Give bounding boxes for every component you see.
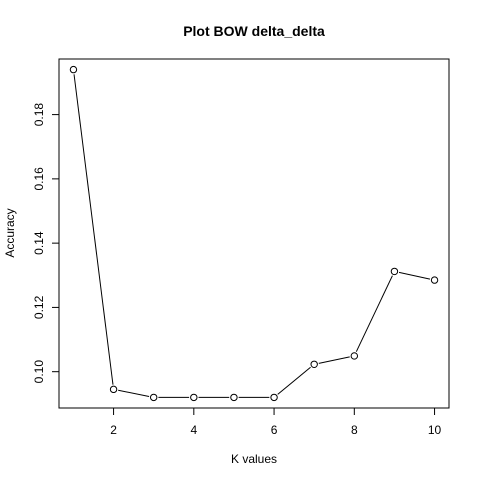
plot-frame [58, 58, 450, 409]
series-line-segment [355, 275, 393, 352]
y-tick-label: 0.14 [32, 231, 46, 255]
y-tick-label: 0.16 [32, 167, 46, 191]
series-line-segment [73, 74, 114, 385]
y-axis-label: Accuracy [3, 208, 17, 257]
x-axis-label: K values [231, 452, 277, 466]
data-point [350, 352, 359, 360]
data-point [149, 393, 158, 402]
y-axis: 0.10 0.12 0.14 0.16 0.18 [32, 103, 59, 384]
data-point [270, 393, 278, 402]
y-tick-label: 0.10 [32, 360, 46, 384]
series-line-segment [398, 271, 431, 280]
data-point [430, 276, 439, 284]
data-point [310, 360, 318, 368]
chart-title: Plot BOW delta_delta [183, 23, 325, 39]
series-layer [69, 65, 439, 402]
x-tick-label: 10 [428, 423, 442, 437]
series-line-segment [318, 356, 350, 364]
x-axis: 2 4 6 8 10 [110, 408, 442, 437]
x-tick-label: 6 [271, 423, 278, 437]
series-line-segment [118, 389, 150, 397]
data-point [390, 267, 399, 276]
y-tick-label: 0.18 [32, 103, 46, 127]
data-point [230, 393, 238, 402]
y-tick-label: 0.12 [32, 295, 46, 319]
x-tick-label: 4 [190, 423, 197, 437]
x-tick-label: 2 [110, 423, 117, 437]
data-point [69, 65, 78, 74]
series-line-segment [277, 366, 311, 395]
x-tick-label: 8 [351, 423, 358, 437]
data-point [190, 393, 198, 402]
data-point [109, 385, 118, 394]
